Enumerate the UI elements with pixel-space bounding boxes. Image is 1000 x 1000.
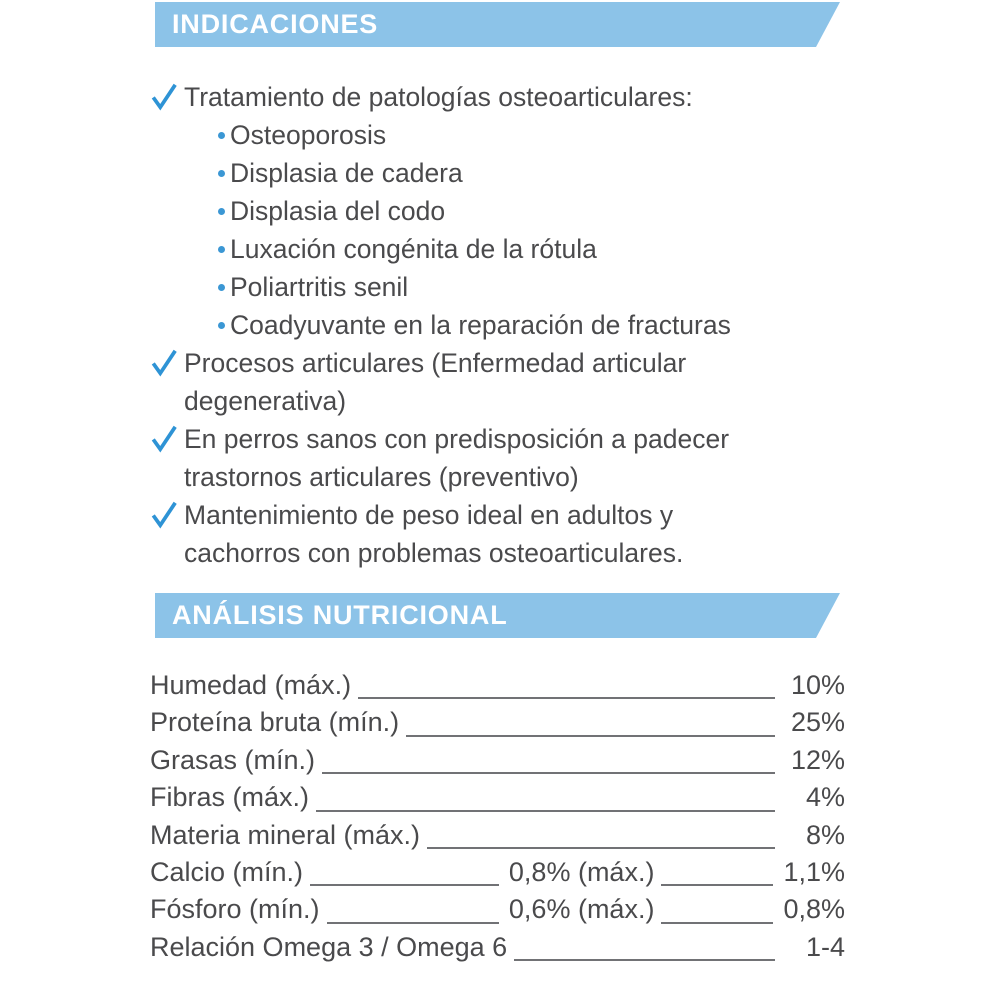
bullet-dot-icon bbox=[218, 208, 225, 215]
sub-indication-text: Displasia del codo bbox=[230, 196, 446, 226]
nutrient-value: 10% bbox=[790, 670, 845, 700]
nutrient-label: Calcio (mín.) bbox=[150, 856, 304, 887]
checkmark-icon bbox=[151, 83, 177, 111]
list-item: Procesos articulares (Enfermedad articul… bbox=[150, 344, 1000, 420]
nutrient-value: 25% bbox=[790, 707, 845, 738]
indication-text: Tratamiento de patologías osteoarticular… bbox=[184, 82, 693, 112]
nutrient-mid-value: 0,8% (máx.) bbox=[508, 856, 655, 887]
nutrient-value: 8% bbox=[805, 819, 845, 850]
indication-text: Mantenimiento de peso ideal en adultos y… bbox=[184, 500, 684, 568]
nutrition-section-header: ANÁLISIS NUTRICIONAL bbox=[155, 593, 840, 638]
bullet-dot-icon bbox=[218, 246, 225, 253]
leader-line bbox=[661, 921, 774, 924]
checkmark-icon bbox=[151, 501, 177, 529]
table-row: Humedad (máx.) 10% bbox=[150, 667, 845, 704]
sub-indication-text: Coadyuvante en la reparación de fractura… bbox=[230, 310, 731, 340]
sub-indication-text: Osteoporosis bbox=[230, 120, 387, 150]
leader-line bbox=[316, 809, 775, 812]
leader-line bbox=[406, 734, 775, 737]
sub-indication-text: Poliartritis senil bbox=[230, 272, 409, 302]
table-row: Materia mineral (máx.) 8% bbox=[150, 817, 845, 854]
checkmark-icon bbox=[151, 349, 177, 377]
nutrient-value: 0,8% bbox=[783, 894, 845, 925]
bullet-dot-icon bbox=[218, 284, 225, 291]
indication-text: Procesos articulares (Enfermedad articul… bbox=[184, 348, 687, 416]
nutrient-value: 1,1% bbox=[783, 856, 845, 887]
nutrient-label: Materia mineral (máx.) bbox=[150, 819, 421, 850]
bullet-dot-icon bbox=[218, 322, 225, 329]
nutrient-label: Humedad (máx.) bbox=[150, 670, 352, 700]
list-item: Coadyuvante en la reparación de fractura… bbox=[218, 306, 1000, 344]
list-item: Displasia de cadera bbox=[218, 154, 1000, 192]
nutrient-label: Fibras (máx.) bbox=[150, 782, 310, 813]
nutrient-value: 1-4 bbox=[805, 931, 845, 962]
leader-line bbox=[514, 959, 775, 962]
nutrient-label: Proteína bruta (mín.) bbox=[150, 707, 400, 738]
nutrient-value: 12% bbox=[790, 744, 845, 775]
nutrition-title: ANÁLISIS NUTRICIONAL bbox=[172, 600, 508, 630]
table-row: Grasas (mín.) 12% bbox=[150, 742, 845, 779]
table-row: Relación Omega 3 / Omega 6 1-4 bbox=[150, 929, 845, 966]
leader-line bbox=[322, 772, 775, 775]
checkmark-icon bbox=[151, 425, 177, 453]
list-item: Osteoporosis bbox=[218, 116, 1000, 154]
list-item: Mantenimiento de peso ideal en adultos y… bbox=[150, 496, 1000, 572]
leader-line bbox=[326, 921, 499, 924]
indications-list: Tratamiento de patologías osteoarticular… bbox=[150, 78, 1000, 572]
indications-title: INDICACIONES bbox=[172, 9, 379, 39]
list-item: En perros sanos con predisposición a pad… bbox=[150, 420, 1000, 496]
sub-indication-text: Luxación congénita de la rótula bbox=[230, 234, 597, 264]
indication-text: En perros sanos con predisposición a pad… bbox=[184, 424, 730, 492]
bullet-dot-icon bbox=[218, 132, 225, 139]
sub-indications-list: Osteoporosis Displasia de cadera Displas… bbox=[150, 116, 1000, 344]
table-row: Fibras (máx.) 4% bbox=[150, 779, 845, 816]
list-item: Luxación congénita de la rótula bbox=[218, 230, 1000, 268]
nutrient-label: Relación Omega 3 / Omega 6 bbox=[150, 931, 508, 962]
table-row: Calcio (mín.) 0,8% (máx.) 1,1% bbox=[150, 854, 845, 891]
indications-section-header: INDICACIONES bbox=[155, 2, 840, 47]
leader-line bbox=[310, 884, 499, 887]
list-item: Poliartritis senil bbox=[218, 268, 1000, 306]
leader-line bbox=[358, 697, 775, 700]
nutrient-label: Grasas (mín.) bbox=[150, 744, 316, 775]
nutrient-value: 4% bbox=[805, 782, 845, 813]
nutrient-label: Fósforo (mín.) bbox=[150, 894, 320, 925]
table-row: Fósforo (mín.) 0,6% (máx.) 0,8% bbox=[150, 891, 845, 928]
sub-indication-text: Displasia de cadera bbox=[230, 158, 463, 188]
leader-line bbox=[661, 884, 774, 887]
list-item: Displasia del codo bbox=[218, 192, 1000, 230]
table-row: Proteína bruta (mín.) 25% bbox=[150, 704, 845, 741]
list-item: Tratamiento de patologías osteoarticular… bbox=[150, 78, 1000, 344]
nutrient-mid-value: 0,6% (máx.) bbox=[508, 894, 655, 925]
bullet-dot-icon bbox=[218, 170, 225, 177]
nutrition-table: Humedad (máx.) 10% Proteína bruta (mín.)… bbox=[150, 667, 845, 966]
leader-line bbox=[427, 846, 775, 849]
